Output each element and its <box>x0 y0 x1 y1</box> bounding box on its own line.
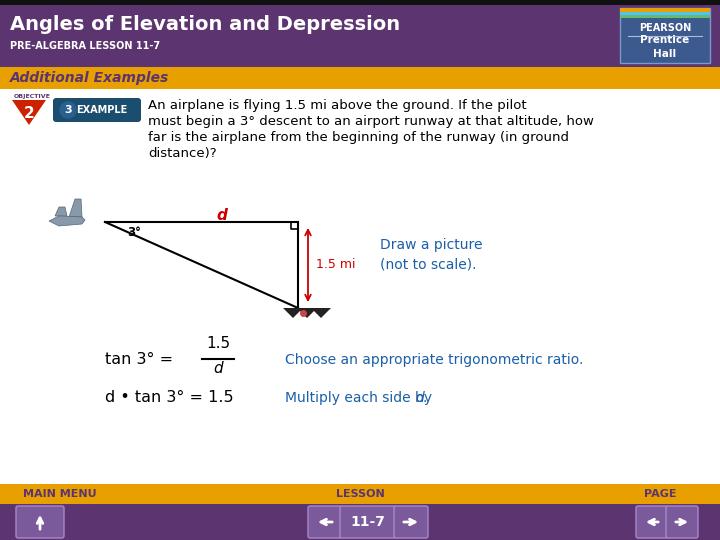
FancyBboxPatch shape <box>620 12 710 15</box>
Text: 11-7: 11-7 <box>351 515 385 529</box>
FancyBboxPatch shape <box>666 506 698 538</box>
Text: tan 3° =: tan 3° = <box>105 353 179 368</box>
Text: Multiply each side by: Multiply each side by <box>285 391 436 405</box>
FancyBboxPatch shape <box>0 484 720 504</box>
Text: 3: 3 <box>64 105 72 115</box>
Text: PEARSON: PEARSON <box>639 23 691 33</box>
Text: MAIN MENU: MAIN MENU <box>23 489 96 499</box>
Text: 1.5: 1.5 <box>206 336 230 351</box>
FancyBboxPatch shape <box>620 8 710 12</box>
FancyBboxPatch shape <box>0 0 720 5</box>
FancyBboxPatch shape <box>0 504 720 540</box>
Text: 3°: 3° <box>127 226 141 240</box>
FancyBboxPatch shape <box>620 8 710 63</box>
Text: An airplane is flying 1.5 mi above the ground. If the pilot: An airplane is flying 1.5 mi above the g… <box>148 99 526 112</box>
Polygon shape <box>12 100 46 125</box>
FancyBboxPatch shape <box>16 506 64 538</box>
Text: Choose an appropriate trigonometric ratio.: Choose an appropriate trigonometric rati… <box>285 353 583 367</box>
Polygon shape <box>49 216 85 226</box>
FancyBboxPatch shape <box>340 506 396 538</box>
Text: d: d <box>415 391 424 405</box>
Text: EXAMPLE: EXAMPLE <box>76 105 127 115</box>
Text: Draw a picture
(not to scale).: Draw a picture (not to scale). <box>380 238 482 272</box>
Text: Prentice
Hall: Prentice Hall <box>640 36 690 59</box>
Text: must begin a 3° descent to an airport runway at that altitude, how: must begin a 3° descent to an airport ru… <box>148 116 594 129</box>
FancyBboxPatch shape <box>308 506 342 538</box>
Text: distance)?: distance)? <box>148 147 217 160</box>
FancyBboxPatch shape <box>636 506 668 538</box>
Text: Angles of Elevation and Depression: Angles of Elevation and Depression <box>10 15 400 33</box>
FancyBboxPatch shape <box>0 5 720 67</box>
Text: LESSON: LESSON <box>336 489 384 499</box>
Text: Additional Examples: Additional Examples <box>10 71 169 85</box>
Text: 1.5 mi: 1.5 mi <box>316 259 356 272</box>
Text: PRE-ALGEBRA LESSON 11-7: PRE-ALGEBRA LESSON 11-7 <box>10 41 160 51</box>
Circle shape <box>60 102 76 118</box>
FancyBboxPatch shape <box>620 15 710 18</box>
Polygon shape <box>311 308 331 318</box>
Text: d: d <box>213 361 222 376</box>
Text: 2: 2 <box>24 106 35 122</box>
FancyBboxPatch shape <box>0 67 720 89</box>
Text: PAGE: PAGE <box>644 489 676 499</box>
Text: far is the airplane from the beginning of the runway (in ground: far is the airplane from the beginning o… <box>148 132 569 145</box>
Polygon shape <box>69 199 82 217</box>
Text: OBJECTIVE: OBJECTIVE <box>14 94 51 99</box>
Polygon shape <box>297 308 317 318</box>
Text: .: . <box>423 391 428 405</box>
Text: d: d <box>216 207 227 222</box>
FancyBboxPatch shape <box>394 506 428 538</box>
FancyBboxPatch shape <box>53 98 141 122</box>
Polygon shape <box>55 207 67 216</box>
Text: d • tan 3° = 1.5: d • tan 3° = 1.5 <box>105 390 233 406</box>
FancyBboxPatch shape <box>0 89 720 484</box>
Polygon shape <box>283 308 303 318</box>
